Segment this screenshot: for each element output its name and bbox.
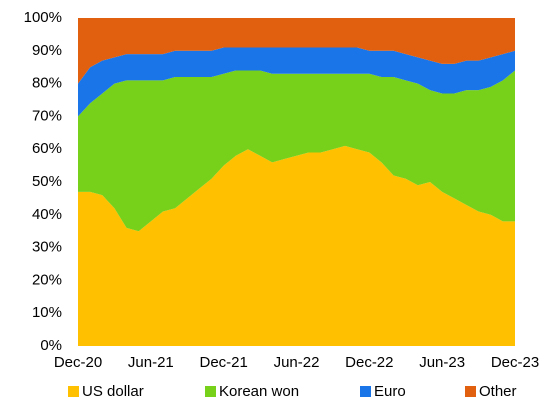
legend-swatch <box>68 386 79 397</box>
x-tick-label: Dec-20 <box>54 354 102 371</box>
x-tick-label: Jun-21 <box>128 354 174 371</box>
y-tick-label: 0% <box>40 337 62 354</box>
x-tick-label: Jun-23 <box>419 354 465 371</box>
x-tick-label: Jun-22 <box>274 354 320 371</box>
area <box>78 47 515 117</box>
legend-label: US dollar <box>82 383 144 400</box>
y-tick-label: 90% <box>32 42 62 59</box>
legend-label: Other <box>479 383 517 400</box>
x-tick-label: Dec-22 <box>345 354 393 371</box>
y-tick-label: 70% <box>32 107 62 124</box>
y-tick-label: 10% <box>32 304 62 321</box>
legend-label: Euro <box>374 383 406 400</box>
y-tick-label: 50% <box>32 173 62 190</box>
legend-swatch <box>360 386 371 397</box>
y-tick-label: 60% <box>32 140 62 157</box>
y-tick-label: 80% <box>32 75 62 92</box>
y-tick-label: 30% <box>32 239 62 256</box>
legend-swatch <box>465 386 476 397</box>
area <box>78 70 515 232</box>
y-tick-label: 40% <box>32 206 62 223</box>
y-tick-label: 100% <box>24 9 62 26</box>
area <box>78 18 515 84</box>
legend-swatch <box>205 386 216 397</box>
x-tick-label: Dec-21 <box>199 354 247 371</box>
y-tick-label: 20% <box>32 271 62 288</box>
x-tick-label: Dec-23 <box>491 354 539 371</box>
legend-label: Korean won <box>219 383 299 400</box>
area <box>78 145 515 346</box>
